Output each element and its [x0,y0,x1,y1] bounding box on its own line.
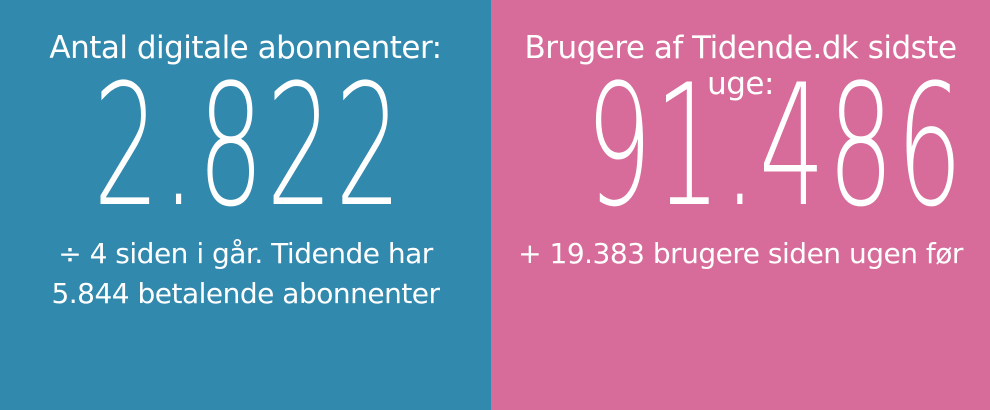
digital-subscribers-panel: Antal digitale abonnenter: 2.822 ÷ 4 sid… [0,0,491,410]
weekly-users-panel: Brugere af Tidende.dk sidste uge: 91.486… [491,0,990,410]
paying-subscribers-text: 5.844 betalende abonnenter [51,277,440,310]
weekly-users-value: 91.486 [585,48,966,244]
weekly-users-change: + 19.383 brugere siden ugen før [491,234,990,274]
weekly-users-label: Brugere af Tidende.dk sidste uge: [524,30,957,102]
digital-subscribers-change: ÷ 4 siden i går. Tidende har 5.844 betal… [0,234,491,314]
digital-subscribers-value: 2.822 [93,48,404,244]
digital-subscribers-label: Antal digitale abonnenter: [49,30,442,66]
daily-change-text: ÷ 4 siden i går. Tidende har [58,237,433,270]
weekly-change-text: + 19.383 brugere siden ugen før [518,237,963,270]
